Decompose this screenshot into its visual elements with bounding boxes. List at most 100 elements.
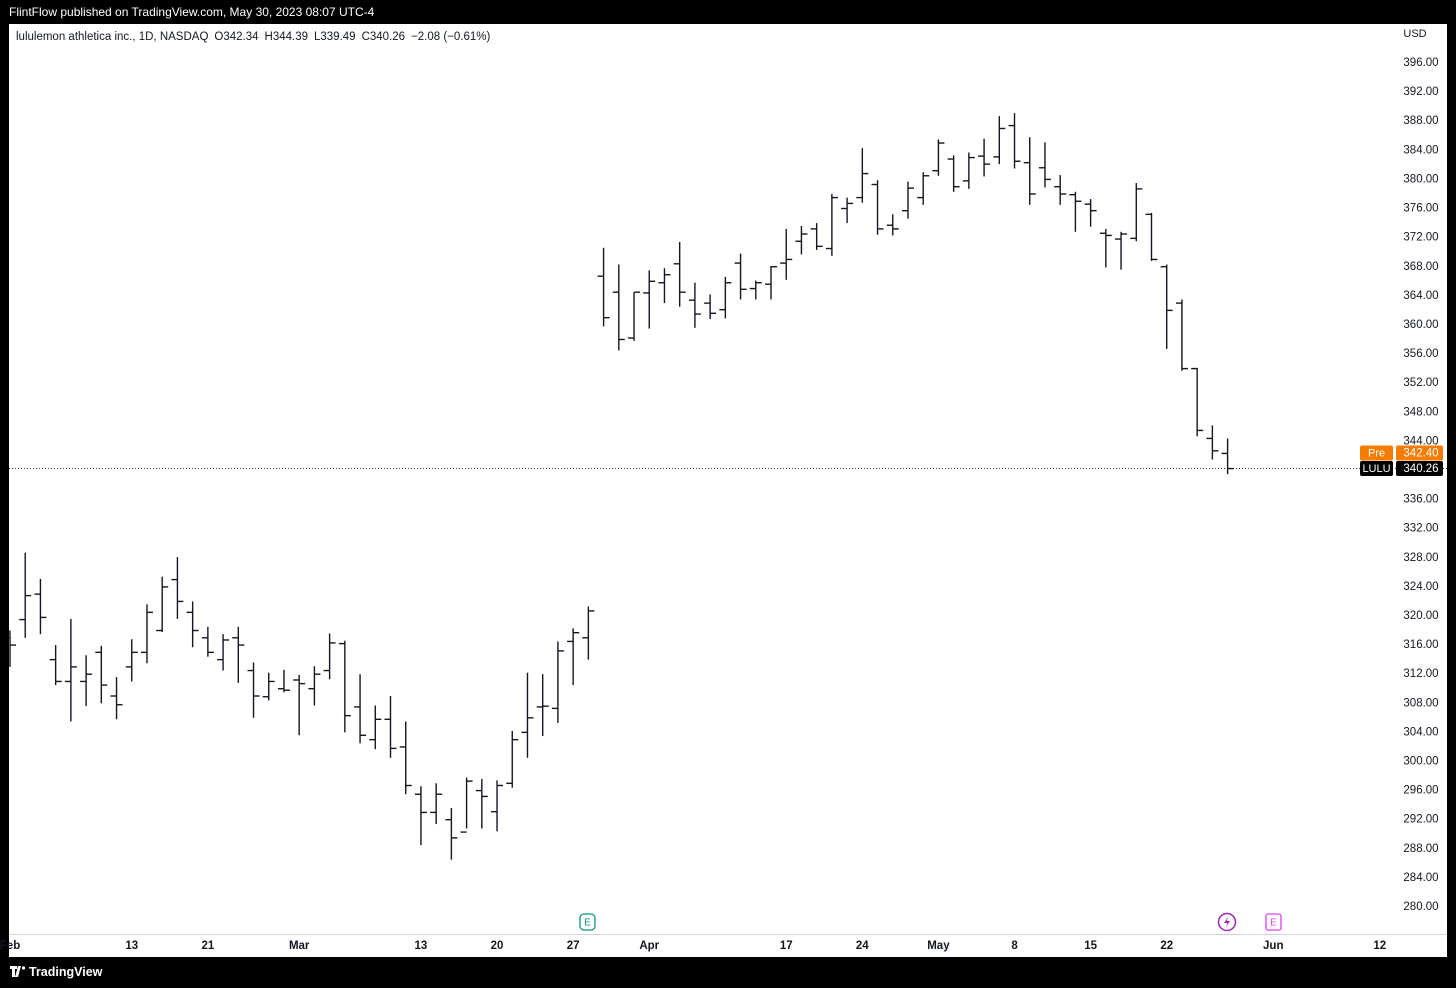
ohlc-bar [643, 270, 656, 329]
x-tick-label: Feb [0, 940, 20, 952]
ohlc-bar [95, 645, 108, 704]
x-tick-label: Apr [639, 940, 659, 952]
y-tick-label: 296.00 [1403, 785, 1438, 797]
y-tick-label: 316.00 [1403, 639, 1438, 651]
y-tick-label: 352.00 [1403, 377, 1438, 389]
x-tick-label: Mar [289, 940, 310, 952]
ohlc-bar [825, 193, 838, 256]
ohlc-bar [628, 291, 641, 341]
x-tick-label: 17 [780, 940, 793, 952]
y-tick-label: 360.00 [1403, 319, 1438, 331]
ohlc-bar [1206, 425, 1219, 460]
y-tick-label: 356.00 [1403, 348, 1438, 360]
premarket-badge: Pre 342.40 [1360, 445, 1443, 461]
badge-value-box [1396, 461, 1443, 477]
ohlc-bar [369, 705, 382, 750]
ohlc-bar [962, 152, 975, 189]
badge-name: Pre [1368, 447, 1385, 459]
legend-open: O342.34 [214, 31, 259, 43]
y-tick-label: 292.00 [1403, 814, 1438, 826]
ohlc-bar [719, 276, 732, 319]
ohlc-bar [430, 783, 443, 825]
event-label: E [1270, 918, 1277, 929]
ohlc-bar [1023, 137, 1036, 205]
ohlc-bar [1130, 183, 1143, 242]
ohlc-bar [612, 264, 625, 351]
legend-high: H344.39 [265, 31, 308, 43]
ohlc-bar [658, 268, 671, 304]
ohlc-bar [917, 172, 930, 205]
y-tick-label: 388.00 [1403, 115, 1438, 127]
ohlc-bar [49, 645, 62, 686]
ohlc-bar [110, 677, 123, 720]
ohlc-bar [1008, 113, 1021, 169]
ohlc-bar [886, 214, 899, 236]
chart-panel [9, 24, 1447, 957]
ohlc-bar [201, 626, 214, 657]
badge-value: 340.26 [1403, 463, 1438, 475]
dividend-event [1217, 912, 1237, 932]
ohlc-bar [1191, 367, 1204, 437]
y-tick-label: 348.00 [1403, 406, 1438, 418]
x-tick-label: 13 [125, 940, 138, 952]
ohlc-bar [19, 552, 32, 638]
ohlc-bar [978, 138, 991, 177]
ohlc-bar [186, 601, 199, 648]
y-tick-label: 324.00 [1403, 581, 1438, 593]
ohlc-bar [262, 672, 275, 701]
event-badge [1265, 913, 1282, 931]
y-tick-label: 384.00 [1403, 144, 1438, 156]
x-tick-label: 12 [1373, 940, 1386, 952]
ohlc-bar [445, 808, 458, 860]
y-tick-label: 320.00 [1403, 610, 1438, 622]
ohlc-bar [901, 181, 914, 219]
legend-change: −2.08 (−0.61%) [411, 31, 490, 43]
ohlc-bar [1145, 212, 1158, 261]
y-tick-label: 372.00 [1403, 232, 1438, 244]
ohlc-bar [765, 265, 777, 300]
ohlc-bar [1175, 299, 1188, 371]
ohlc-bar [932, 139, 945, 176]
symbol-info: lululemon athletica inc., 1D, NASDAQ [16, 31, 208, 43]
y-tick-label: 396.00 [1403, 57, 1438, 69]
x-tick-label: 20 [491, 940, 504, 952]
ohlc-bar [582, 606, 595, 660]
ohlc-bar [80, 655, 93, 707]
ohlc-bar [947, 155, 960, 192]
ohlc-bar [1054, 175, 1067, 205]
y-tick-label: 304.00 [1403, 726, 1438, 738]
ohlc-bar [810, 223, 823, 250]
y-tick-label: 280.00 [1403, 901, 1438, 913]
ohlc-bar [277, 669, 290, 693]
x-tick-label: 15 [1084, 940, 1097, 952]
earnings-event: E [1265, 913, 1282, 931]
x-tick-label: 27 [567, 940, 580, 952]
ohlc-bar [1069, 191, 1082, 232]
ohlc-bar [780, 228, 793, 280]
y-tick-label: 284.00 [1403, 872, 1438, 884]
ohlc-bar [414, 786, 427, 846]
currency: USD [1403, 28, 1426, 40]
y-tick-label: 336.00 [1403, 494, 1438, 506]
badge-name: LULU [1362, 463, 1390, 475]
ohlc-bar [734, 253, 747, 300]
badge-name-box [1360, 461, 1393, 477]
symbol-legend: lululemon athletica inc., 1D, NASDAQ O342… [16, 31, 491, 43]
y-tick-label: 344.00 [1403, 435, 1438, 447]
ohlc-bar [338, 640, 351, 733]
ohlc-bar [475, 778, 488, 829]
badge-value-box [1396, 445, 1443, 461]
y-tick-label: 364.00 [1403, 290, 1438, 302]
ohlc-bar [171, 557, 184, 619]
brand-logo-dot [21, 966, 26, 970]
x-tick-label: 21 [201, 940, 214, 952]
ohlc-bar [1115, 231, 1128, 270]
brand-logo [10, 966, 21, 977]
event-label: E [584, 918, 591, 929]
ohlc-bar [1084, 199, 1097, 227]
x-tick-label: 22 [1160, 940, 1173, 952]
lightning-icon [1224, 916, 1230, 928]
ohlc-bar [491, 780, 504, 832]
ohlc-bar [34, 578, 47, 635]
ohlc-bar [247, 662, 260, 718]
